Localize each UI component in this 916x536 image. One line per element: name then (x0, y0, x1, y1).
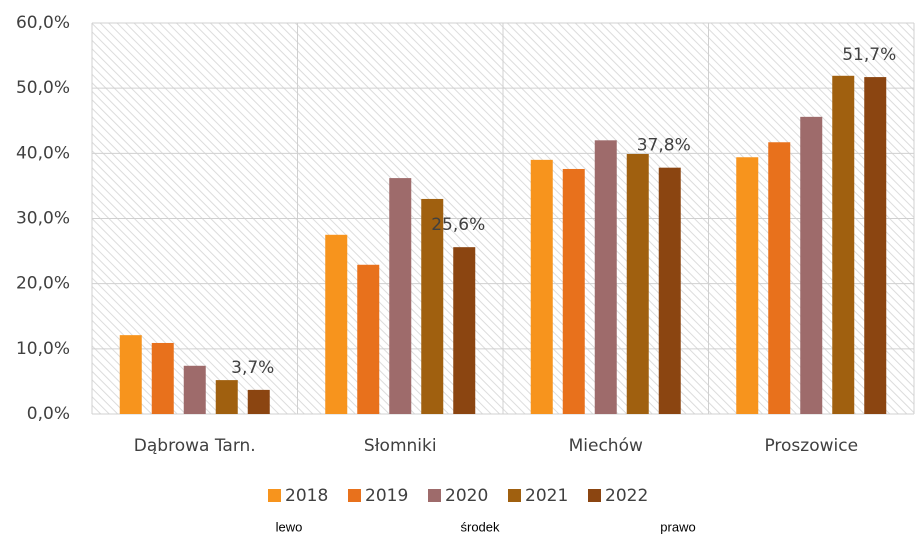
data-label: 3,7% (231, 358, 274, 378)
legend-label: 2018 (285, 486, 328, 506)
bar (325, 234, 348, 414)
bar (864, 77, 887, 415)
legend-label: 2019 (365, 486, 408, 506)
annotation: środek (460, 519, 500, 534)
legend-swatch (348, 489, 361, 502)
x-tick-label: Miechów (569, 436, 643, 456)
annotation: lewo (276, 519, 303, 534)
bar (736, 157, 759, 414)
data-label: 51,7% (842, 45, 896, 65)
bar (421, 198, 444, 414)
x-tick-label: Dąbrowa Tarn. (134, 436, 256, 456)
bar (768, 142, 791, 414)
x-tick-label: Proszowice (764, 436, 858, 456)
bar (151, 342, 174, 414)
bar (594, 140, 617, 415)
y-tick-label: 0,0% (27, 404, 70, 424)
y-tick-label: 10,0% (16, 339, 70, 359)
legend-swatch (508, 489, 521, 502)
y-tick-label: 60,0% (16, 13, 70, 33)
bar (389, 178, 412, 414)
bar (658, 167, 681, 414)
bar (626, 153, 649, 415)
y-tick-label: 40,0% (16, 143, 70, 163)
annotation: prawo (660, 519, 695, 534)
data-label: 25,6% (431, 215, 485, 235)
y-tick-label: 50,0% (16, 78, 70, 98)
legend-swatch (588, 489, 601, 502)
bar (183, 365, 206, 414)
bar (832, 75, 855, 414)
y-tick-label: 20,0% (16, 274, 70, 294)
legend-swatch (428, 489, 441, 502)
bar (119, 335, 142, 414)
legend-label: 2022 (605, 486, 648, 506)
legend-label: 2020 (445, 486, 488, 506)
y-tick-label: 30,0% (16, 209, 70, 229)
bar (357, 264, 380, 414)
bar (215, 380, 238, 414)
bar (247, 389, 270, 414)
data-label: 37,8% (637, 136, 691, 156)
bar (562, 168, 585, 414)
legend-swatch (268, 489, 281, 502)
bar (453, 247, 476, 414)
x-tick-label: Słomniki (364, 436, 437, 456)
bar (530, 159, 553, 414)
bar (800, 116, 823, 414)
legend-label: 2021 (525, 486, 568, 506)
